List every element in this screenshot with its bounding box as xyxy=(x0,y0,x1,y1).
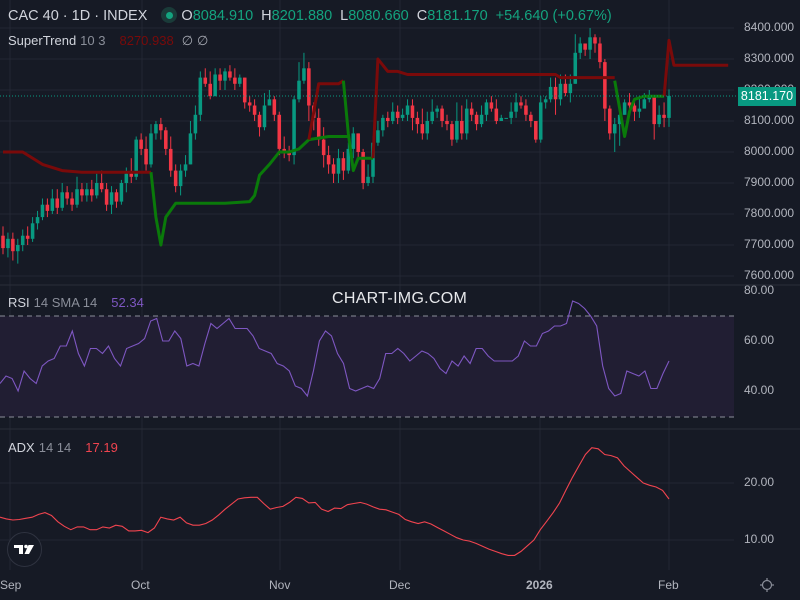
adx-params: 14 14 xyxy=(38,440,72,455)
supertrend-name: SuperTrend xyxy=(8,33,77,48)
time-tick-label: Dec xyxy=(389,578,411,592)
rsi-legend[interactable]: RSI 14 SMA 14 52.34 xyxy=(8,295,148,310)
watermark: CHART-IMG.COM xyxy=(332,290,468,307)
adx-legend[interactable]: ADX 14 14 17.19 xyxy=(8,440,122,455)
price-tick-label: 8400.000 xyxy=(744,20,795,34)
high-value: 8201.880 xyxy=(271,8,333,24)
high-label: H xyxy=(261,8,272,24)
low-label: L xyxy=(340,8,349,24)
pane-separators[interactable] xyxy=(0,284,800,430)
adx-tick-label: 10.00 xyxy=(744,532,775,546)
close-label: C xyxy=(416,8,428,24)
low-value: 8080.660 xyxy=(348,8,409,24)
supertrend-line xyxy=(3,38,729,247)
rsi-tick-label: 60.00 xyxy=(744,333,775,347)
supertrend-na-1: ∅ xyxy=(181,33,194,48)
open-label: O xyxy=(181,8,193,24)
adx-name: ADX xyxy=(8,440,35,455)
tradingview-logo-icon xyxy=(14,544,34,554)
time-tick-label: Sep xyxy=(0,578,22,592)
time-tick-label: 2026 xyxy=(526,578,553,592)
adx-value: 17.19 xyxy=(85,440,118,455)
time-tick-label: Oct xyxy=(131,578,150,592)
last-price-tag: 8181.170 xyxy=(738,87,796,106)
price-tick-label: 8300.000 xyxy=(744,51,795,65)
rsi-params: 14 SMA 14 xyxy=(33,295,98,310)
symbol-title[interactable]: CAC 40 · 1D · INDEX xyxy=(8,8,148,24)
rsi-tick-label: 40.00 xyxy=(744,383,775,397)
price-candles xyxy=(1,28,671,264)
price-tick-label: 7600.000 xyxy=(744,268,795,282)
supertrend-legend[interactable]: SuperTrend 10 3 8270.938 ∅ ∅ xyxy=(8,33,212,49)
supertrend-value: 8270.938 xyxy=(119,33,174,48)
adx-tick-label: 20.00 xyxy=(744,475,775,489)
tradingview-logo[interactable] xyxy=(7,532,42,567)
close-value: 8181.170 xyxy=(427,8,488,24)
rsi-tick-label: 80.00 xyxy=(744,283,775,297)
rsi-band-fill xyxy=(0,316,734,417)
price-tick-label: 7900.000 xyxy=(744,175,795,189)
open-value: 8084.910 xyxy=(192,8,254,24)
rsi-value: 52.34 xyxy=(111,295,144,310)
rsi-line xyxy=(0,300,670,398)
price-tick-label: 7700.000 xyxy=(744,237,795,251)
price-tick-label: 8100.000 xyxy=(744,113,795,127)
rsi-name: RSI xyxy=(8,295,30,310)
time-tick-label: Nov xyxy=(269,578,291,592)
price-tick-label: 7800.000 xyxy=(744,206,795,220)
adx-line xyxy=(0,447,670,556)
change-value: +54.640 (+0.67%) xyxy=(495,8,612,24)
symbol-legend[interactable]: CAC 40 · 1D · INDEX O8084.910 H8201.880 L80… xyxy=(8,7,620,24)
time-tick-label: Feb xyxy=(658,578,679,592)
supertrend-params: 10 3 xyxy=(80,33,106,48)
supertrend-na-2: ∅ xyxy=(197,33,209,48)
price-tick-label: 8000.000 xyxy=(744,144,795,158)
market-status-icon xyxy=(161,7,178,23)
settings-gear-icon[interactable] xyxy=(759,577,775,593)
